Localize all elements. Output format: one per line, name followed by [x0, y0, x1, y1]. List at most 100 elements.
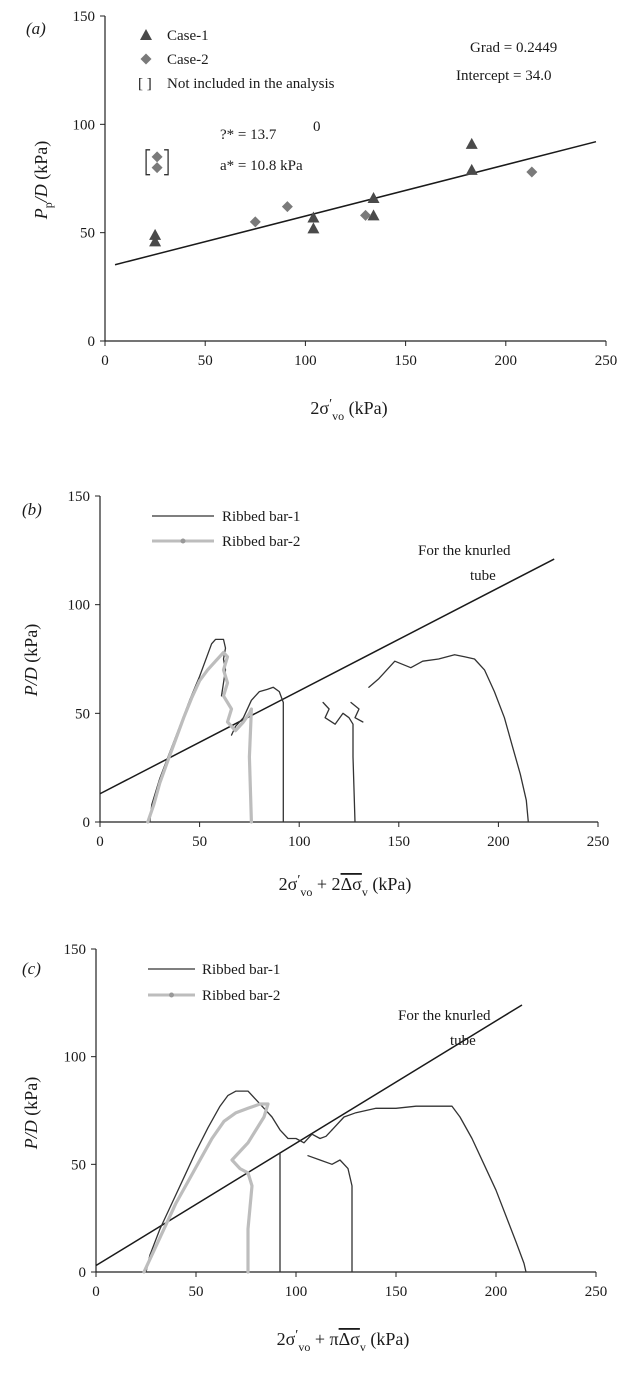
- fit-line: [99, 558, 555, 795]
- x-tick-label: 100: [294, 353, 317, 369]
- y-tick-label: 100: [68, 598, 91, 614]
- y-tick-label: 100: [73, 117, 96, 133]
- x-tick-label: 200: [487, 834, 510, 850]
- x-label-subscript: vo: [300, 885, 312, 899]
- y-axis-label: P/D (kPa): [21, 1077, 42, 1151]
- x-tick-label: 50: [189, 1284, 204, 1300]
- x-axis-label: 2σ′vo + πΔσv (kPa): [277, 1328, 410, 1354]
- ribbed-bar-1-curve: [149, 638, 227, 823]
- x-label-prime: ′: [329, 397, 332, 412]
- y-tick-label: 150: [64, 942, 87, 958]
- x-label-subscript: vo: [298, 1340, 310, 1354]
- x-label-subscript: vo: [332, 409, 344, 423]
- x-label-units: (kPa): [368, 874, 412, 895]
- y-label-subscript: p: [41, 202, 55, 208]
- legend-diamond-marker: [140, 53, 152, 65]
- y-label-units: (kPa): [21, 1077, 42, 1121]
- legend-label: Ribbed bar-1: [222, 509, 300, 525]
- x-tick-label: 0: [96, 834, 104, 850]
- x-tick-label: 0: [101, 353, 109, 369]
- x-axis-label: 2σ′vo (kPa): [310, 397, 387, 423]
- legend-label: Case-1: [167, 28, 209, 44]
- legend-triangle-marker: [140, 29, 152, 40]
- x-tick-label: 250: [587, 834, 610, 850]
- ribbed-bar-1-curve: [322, 701, 356, 823]
- case-1-point: [149, 228, 162, 240]
- y-tick-label: 150: [68, 489, 91, 505]
- chart-panel-2: (b) 0 50 100 150 200 250 0 50 100 150 2σ′vo + 2Δσv …: [21, 489, 609, 899]
- case-2-point: [281, 201, 293, 213]
- x-label-subscript-v: v: [360, 1340, 366, 1354]
- excluded-point: [151, 151, 163, 163]
- x-label-main: 2σ: [279, 874, 298, 894]
- ribbed-bar-2-curve: [142, 1102, 270, 1274]
- legend-line-dot: [169, 992, 174, 998]
- ribbed-bar-1-curve: [331, 1105, 527, 1273]
- annotation-knurled-tube: For the knurled: [418, 543, 511, 559]
- excluded-bracket-right: [164, 149, 169, 176]
- x-tick-label: 200: [495, 353, 518, 369]
- case-1-point: [307, 211, 320, 223]
- x-tick-label: 200: [485, 1284, 508, 1300]
- annotation-knurled-tube: For the knurled: [398, 1008, 491, 1024]
- annotation: 0: [313, 119, 321, 135]
- legend-label: Ribbed bar-2: [202, 988, 280, 1004]
- ribbed-bar-2-curve: [146, 650, 253, 824]
- x-label-plus: + π: [310, 1329, 338, 1349]
- panel-label: (b): [22, 500, 42, 519]
- y-axis-label: P/D (kPa): [21, 624, 42, 698]
- x-axis-label: 2σ′vo + 2Δσv (kPa): [279, 873, 412, 899]
- excluded-point: [151, 162, 163, 174]
- x-tick-label: 250: [585, 1284, 608, 1300]
- legend-label: Ribbed bar-2: [222, 534, 300, 550]
- annotation: ?* = 13.7: [220, 127, 277, 143]
- legend-label: Not included in the analysis: [167, 76, 335, 92]
- case-2-point: [526, 166, 538, 178]
- y-label-pd: P/D: [21, 667, 41, 697]
- x-label-units: (kPa): [366, 1329, 410, 1350]
- y-tick-label: 0: [88, 334, 96, 350]
- case-1-point: [307, 222, 320, 234]
- ribbed-bar-1-curve: [230, 686, 284, 823]
- ribbed-bar-1-curve: [307, 1155, 353, 1273]
- x-label-prime: ′: [295, 1328, 298, 1343]
- y-tick-label: 0: [79, 1265, 87, 1281]
- case-1-point: [149, 235, 162, 247]
- y-tick-label: 150: [73, 9, 96, 25]
- y-tick-label: 50: [75, 706, 90, 722]
- ribbed-bar-1-curve: [145, 1090, 333, 1273]
- annotation: Intercept = 34.0: [456, 68, 552, 84]
- y-label-d: /D: [31, 184, 51, 203]
- legend-bracket-marker: [ ]: [138, 76, 152, 92]
- x-label-delta-sigma: Δσ: [339, 1329, 361, 1349]
- case-1-point: [465, 137, 478, 149]
- fit-line: [114, 140, 597, 266]
- y-label-pd: P/D: [21, 1120, 41, 1150]
- ribbed-bar-1-curve: [368, 654, 529, 823]
- x-label-units: (kPa): [344, 398, 388, 419]
- x-tick-label: 150: [394, 353, 417, 369]
- x-tick-label: 250: [595, 353, 618, 369]
- excluded-bracket-left: [145, 149, 151, 176]
- chart-panel-3: (c) 0 50 100 150 200 250 0 50 100 150 2σ′vo + πΔσv …: [21, 942, 607, 1354]
- legend-label: Case-2: [167, 52, 209, 68]
- x-tick-label: 0: [92, 1284, 100, 1300]
- x-tick-label: 50: [192, 834, 207, 850]
- x-tick-label: 50: [198, 353, 213, 369]
- case-1-point: [367, 209, 380, 221]
- y-tick-label: 50: [71, 1157, 86, 1173]
- y-label-p: P: [31, 208, 51, 220]
- annotation: Grad = 0.2449: [470, 40, 557, 56]
- x-label-delta-sigma: Δσ: [341, 874, 363, 894]
- x-label-plus: + 2: [312, 874, 340, 894]
- annotation-knurled-tube: tube: [470, 568, 496, 584]
- legend-label: Ribbed bar-1: [202, 962, 280, 978]
- y-label-units: (kPa): [21, 624, 42, 668]
- annotation-knurled-tube: tube: [450, 1033, 476, 1049]
- panel-label: (a): [26, 19, 46, 38]
- panel-label: (c): [22, 959, 41, 978]
- annotation: a* = 10.8 kPa: [220, 158, 303, 174]
- y-axis-label: Pp/D (kPa): [31, 141, 55, 221]
